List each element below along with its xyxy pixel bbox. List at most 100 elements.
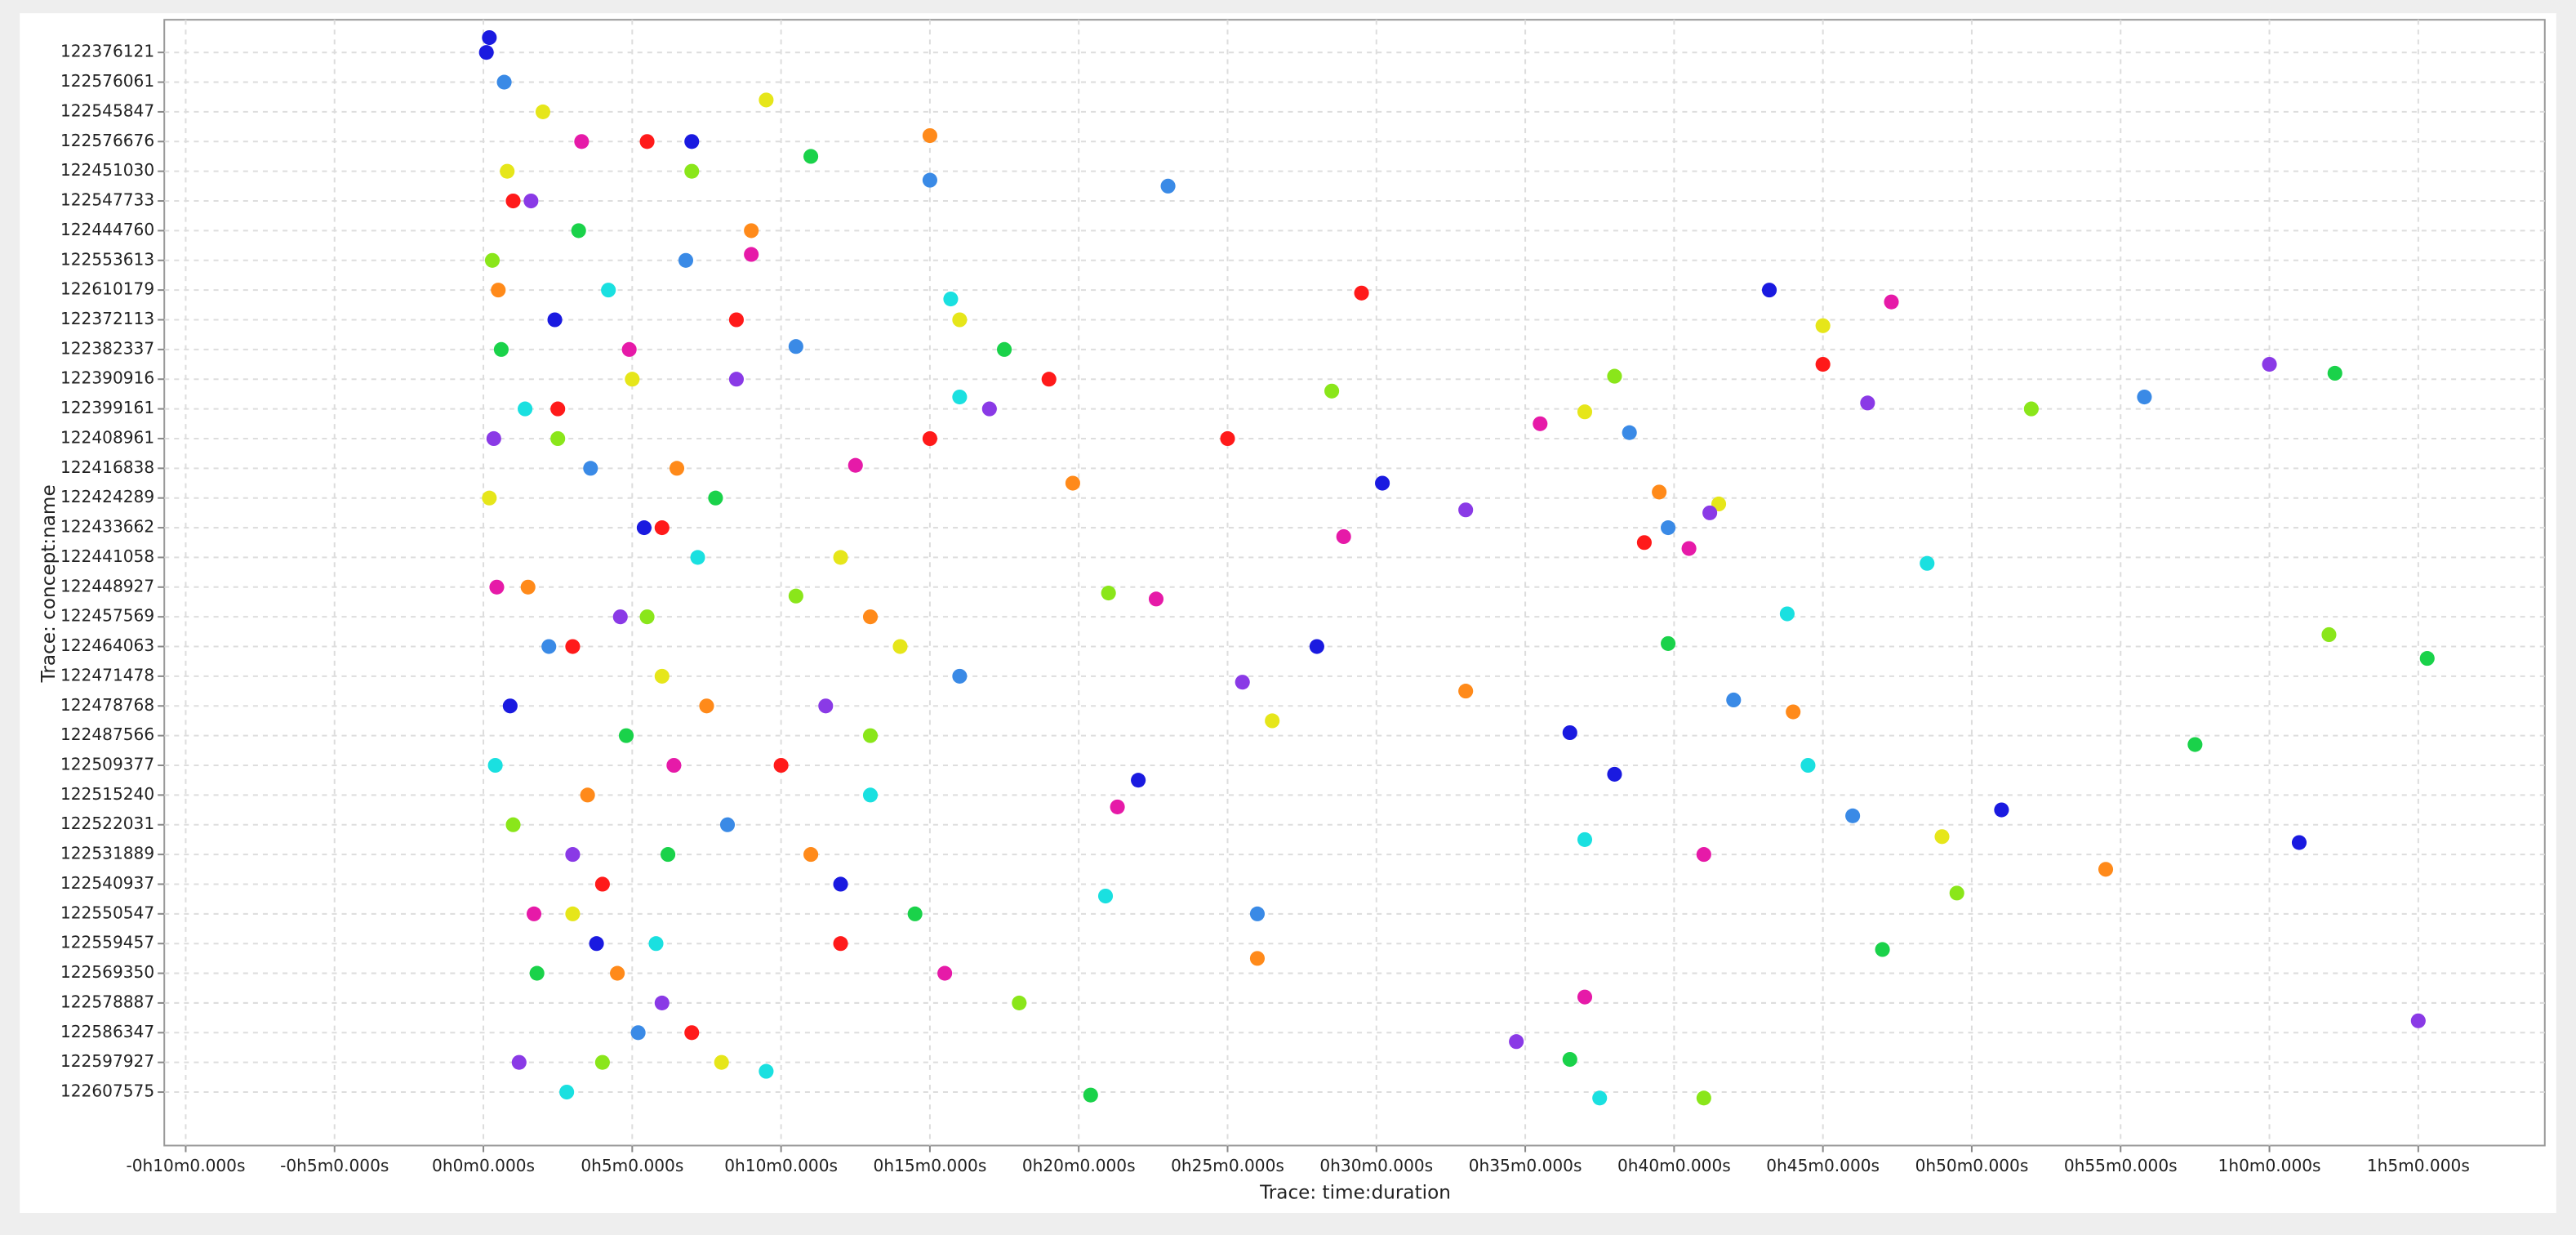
- point: [1696, 1090, 1711, 1106]
- y-tick-label: 122553613: [60, 249, 154, 269]
- point: [580, 787, 595, 803]
- point: [529, 965, 545, 981]
- point: [803, 847, 819, 863]
- y-tick-label: 122408961: [60, 427, 154, 447]
- point: [1661, 635, 1676, 651]
- point: [1860, 395, 1875, 411]
- point: [571, 223, 586, 239]
- x-tick-label: 0h50m0.000s: [1915, 1156, 2029, 1175]
- point: [744, 247, 759, 262]
- axes: -0h10m0.000s -0h5m0.000s 0h0m0.000s 0h5m0.0…: [60, 42, 2470, 1175]
- point: [1065, 475, 1080, 491]
- point: [1148, 591, 1164, 607]
- point: [892, 639, 908, 654]
- point: [952, 312, 968, 328]
- point: [505, 817, 521, 832]
- point: [594, 876, 610, 892]
- point: [1324, 383, 1340, 399]
- point: [583, 461, 598, 476]
- point: [550, 401, 566, 417]
- point: [922, 127, 937, 144]
- points: [478, 29, 2435, 1106]
- point: [547, 312, 563, 328]
- point: [489, 579, 505, 595]
- point: [518, 401, 533, 417]
- point: [1875, 942, 1890, 957]
- point: [478, 45, 494, 60]
- point: [684, 1025, 700, 1041]
- y-tick-label: 122515240: [60, 784, 154, 804]
- point: [654, 520, 670, 536]
- point: [1577, 404, 1593, 420]
- point: [639, 134, 655, 149]
- point: [1354, 285, 1369, 301]
- point: [482, 490, 497, 506]
- point: [684, 134, 700, 149]
- point: [744, 223, 759, 239]
- point: [639, 609, 655, 625]
- point: [1577, 832, 1593, 847]
- point: [708, 490, 723, 506]
- point: [1235, 675, 1250, 690]
- y-tick-label: 122451030: [60, 160, 154, 180]
- point: [1696, 847, 1711, 863]
- point: [526, 906, 542, 921]
- point: [486, 430, 501, 447]
- x-tick-label: 0h10m0.000s: [724, 1156, 838, 1175]
- point: [1220, 430, 1235, 447]
- y-tick-label: 122576061: [60, 71, 154, 91]
- plot-area: [163, 19, 2546, 1147]
- point: [2327, 365, 2342, 381]
- point: [601, 283, 616, 298]
- y-tick-label: 122578887: [60, 992, 154, 1011]
- point: [1636, 535, 1652, 551]
- y-tick-label: 122550547: [60, 903, 154, 922]
- point: [1761, 283, 1777, 298]
- point: [1994, 802, 2009, 818]
- point: [612, 609, 628, 625]
- y-tick-label: 122399161: [60, 398, 154, 417]
- y-tick-label: 122457569: [60, 606, 154, 626]
- point: [773, 757, 789, 774]
- y-tick-label: 122390916: [60, 368, 154, 388]
- point: [1336, 528, 1351, 545]
- point: [1083, 1087, 1098, 1103]
- y-tick-label: 122487566: [60, 725, 154, 744]
- y-tick-label: 122448927: [60, 576, 154, 595]
- point: [952, 668, 968, 684]
- point: [818, 698, 834, 714]
- point: [541, 639, 557, 654]
- point: [565, 639, 581, 654]
- point: [2187, 737, 2203, 752]
- x-tick-label: 0h40m0.000s: [1617, 1156, 1731, 1175]
- x-tick-label: 0h35m0.000s: [1469, 1156, 1582, 1175]
- point: [1815, 356, 1831, 372]
- point: [1920, 555, 1935, 571]
- point: [922, 430, 937, 447]
- y-tick-label: 122586347: [60, 1022, 154, 1041]
- point: [1131, 773, 1146, 788]
- point: [1622, 425, 1637, 440]
- point: [2410, 1013, 2426, 1028]
- point: [2419, 651, 2435, 667]
- point: [788, 339, 803, 354]
- point: [654, 668, 670, 684]
- point: [862, 728, 879, 743]
- y-tick-label: 122416838: [60, 457, 154, 477]
- point: [1949, 885, 1964, 901]
- point: [952, 389, 968, 405]
- point: [1533, 416, 1548, 431]
- point: [1786, 704, 1801, 720]
- point: [666, 757, 682, 774]
- point: [833, 876, 848, 892]
- y-tick-label: 122559457: [60, 933, 154, 952]
- point: [943, 291, 959, 307]
- y-tick-label: 122382337: [60, 338, 154, 358]
- point: [862, 609, 879, 625]
- point: [654, 995, 670, 1010]
- point: [997, 341, 1012, 357]
- point: [496, 74, 512, 90]
- point: [1458, 684, 1474, 699]
- point: [610, 965, 625, 981]
